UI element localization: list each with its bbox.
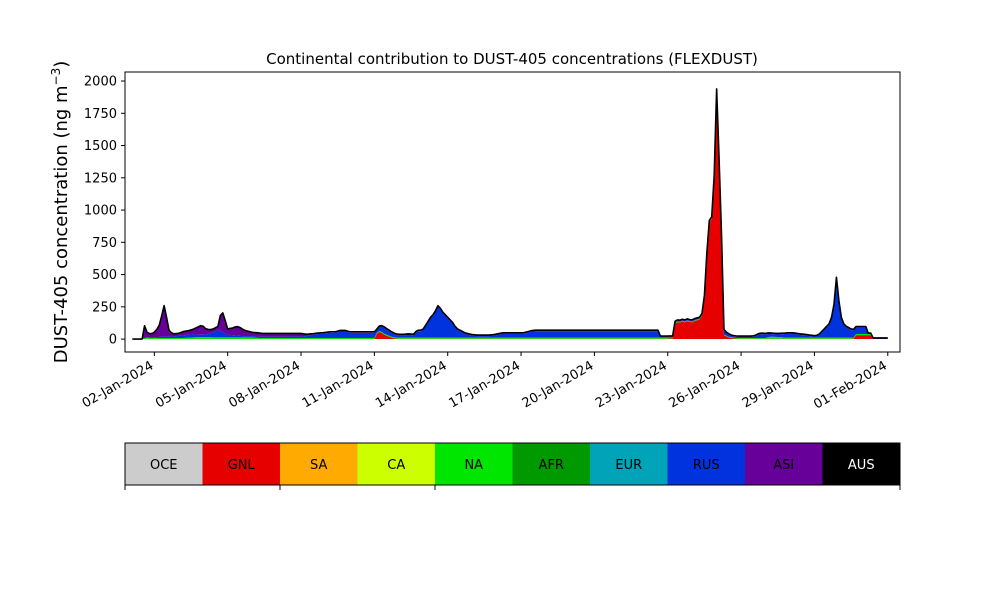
colorbar-label: RUS xyxy=(693,458,720,473)
x-tick-label: 01-Feb-2024 xyxy=(811,358,890,412)
y-axis-label-main: DUST-405 concentration (ng m xyxy=(51,85,72,363)
colorbar-label: ASI xyxy=(773,458,794,473)
colorbar-cell-rus xyxy=(667,443,746,485)
colorbar-cell-na xyxy=(435,443,513,485)
y-tick-label: 1250 xyxy=(84,171,117,186)
y-tick-label: 750 xyxy=(92,236,117,251)
y-tick-label: 0 xyxy=(109,333,117,348)
area-rus xyxy=(132,89,888,340)
plot-frame xyxy=(124,71,901,353)
area-asi xyxy=(132,88,888,340)
x-tick-label: 26-Jan-2024 xyxy=(666,358,743,411)
region-colorbar: OCE GNL SA CA NA AFR EUR RUS ASI AUS xyxy=(124,442,901,490)
y-tick-label: 1750 xyxy=(84,107,117,122)
total-outline xyxy=(132,88,888,340)
x-axis: 02-Jan-202405-Jan-202408-Jan-202411-Jan-… xyxy=(80,352,890,412)
y-axis-label: DUST-405 concentration (ng m−3) xyxy=(49,61,72,364)
y-axis-label-close: ) xyxy=(51,61,72,68)
x-tick-label: 29-Jan-2024 xyxy=(740,358,817,411)
colorbar-cell-eur xyxy=(590,443,668,485)
colorbar-label: OCE xyxy=(150,458,178,473)
y-tick-label: 250 xyxy=(92,300,117,315)
x-tick-label: 14-Jan-2024 xyxy=(373,358,450,411)
colorbar-label: CA xyxy=(387,458,405,473)
area-na xyxy=(132,90,888,340)
stacked-areas xyxy=(132,88,888,340)
x-tick-label: 08-Jan-2024 xyxy=(226,358,303,411)
x-tick-label: 02-Jan-2024 xyxy=(80,358,157,411)
colorbar-cell-aus xyxy=(822,443,901,485)
y-axis: 0 250 500 750 1000 1250 1500 1750 2000 xyxy=(84,75,125,348)
y-tick-label: 1000 xyxy=(84,204,117,219)
colorbar-frame xyxy=(124,442,901,486)
colorbar-label: EUR xyxy=(615,458,642,473)
colorbar-label: SA xyxy=(310,458,327,473)
colorbar-label: GNL xyxy=(228,458,256,473)
colorbar-cell-asi xyxy=(745,443,823,485)
colorbar-label: AUS xyxy=(848,458,875,473)
chart-title: Continental contribution to DUST-405 con… xyxy=(266,50,758,68)
x-tick-label: 23-Jan-2024 xyxy=(593,358,670,411)
y-tick-label: 2000 xyxy=(84,75,117,90)
colorbar-cell-oce xyxy=(125,443,203,485)
y-axis-label-sup: −3 xyxy=(49,68,63,86)
colorbar-cell-afr xyxy=(512,443,591,485)
x-tick-label: 11-Jan-2024 xyxy=(300,358,377,411)
x-tick-label: 20-Jan-2024 xyxy=(520,358,597,411)
area-gnl xyxy=(132,91,888,340)
colorbar-label: AFR xyxy=(539,458,564,473)
y-tick-label: 1500 xyxy=(84,139,117,154)
colorbar-cell-gnl xyxy=(202,443,281,485)
colorbar-cell-ca xyxy=(357,443,436,485)
colorbar-label: NA xyxy=(464,458,483,473)
x-tick-label: 17-Jan-2024 xyxy=(446,358,523,411)
colorbar-cell-sa xyxy=(280,443,358,485)
x-tick-label: 05-Jan-2024 xyxy=(153,358,230,411)
y-tick-label: 500 xyxy=(92,268,117,283)
